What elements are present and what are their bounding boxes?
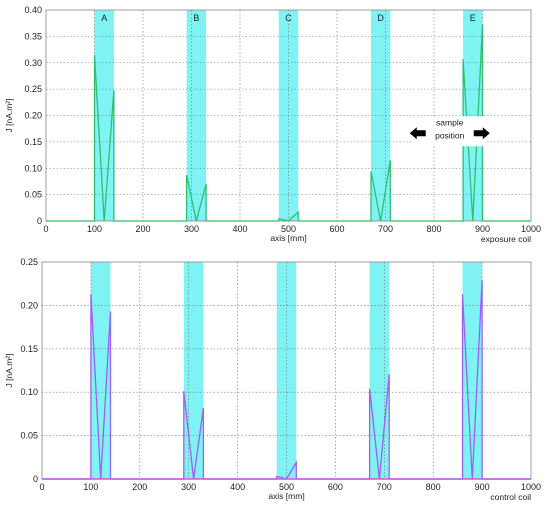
x-tick-label: 600 xyxy=(329,224,344,234)
y-tick-label: 0.10 xyxy=(20,387,38,397)
annotation-line-2: position xyxy=(435,130,465,140)
x-tick-label: 300 xyxy=(184,224,199,234)
y-tick-label: 0.15 xyxy=(24,137,42,147)
x-tick-label: 600 xyxy=(328,482,343,492)
y-tick-label: 0.05 xyxy=(20,431,38,441)
x-tick-label: 500 xyxy=(279,482,294,492)
coil-label: control coil xyxy=(490,492,531,502)
sample-position-annotation: sample position xyxy=(409,116,490,147)
y-axis-label: J [nA.m²] xyxy=(4,353,14,387)
x-tick-label: 200 xyxy=(135,224,150,234)
x-axis-label: axis [mm] xyxy=(268,491,304,501)
y-tick-label: 0 xyxy=(37,216,42,226)
x-tick-label: 700 xyxy=(378,224,393,234)
control-coil-chart: 0 100 200 300 400 500 600 700 800 900 1000 0 0.05 0.1… xyxy=(4,257,541,502)
annotation-background xyxy=(413,116,486,147)
y-tick-label: 0.10 xyxy=(24,163,42,173)
y-tick-label: 0 xyxy=(33,474,38,484)
y-tick-label: 0.40 xyxy=(24,5,42,15)
band-label: E xyxy=(470,13,476,23)
coil-label: exposure coil xyxy=(481,234,531,244)
x-tick-label: 0 xyxy=(43,224,48,234)
y-tick-label: 0.25 xyxy=(20,257,38,267)
y-tick-label: 0.35 xyxy=(24,31,42,41)
x-tick-label: 100 xyxy=(83,482,98,492)
x-axis-label: axis [mm] xyxy=(270,233,306,243)
y-tick-label: 0.15 xyxy=(20,344,38,354)
arrow-right-icon xyxy=(473,127,490,140)
x-tick-label: 200 xyxy=(132,482,147,492)
sample-band xyxy=(90,262,111,479)
x-tick-label: 900 xyxy=(475,224,490,234)
x-tick-label: 400 xyxy=(230,482,245,492)
series-line xyxy=(42,280,531,480)
x-tick-label: 800 xyxy=(426,224,441,234)
y-tick-label: 0.30 xyxy=(24,58,42,68)
band-label: B xyxy=(193,13,199,23)
sample-band xyxy=(462,262,483,479)
y-tick-label: 0.20 xyxy=(20,300,38,310)
band-label: A xyxy=(101,13,107,23)
x-tick-label: 900 xyxy=(475,482,490,492)
band-label: D xyxy=(377,13,384,23)
x-tick-label: 700 xyxy=(377,482,392,492)
y-tick-label: 0.25 xyxy=(24,84,42,94)
y-tick-label: 0.05 xyxy=(24,190,42,200)
sample-band xyxy=(369,262,390,479)
arrow-left-icon xyxy=(409,127,426,140)
x-tick-label: 400 xyxy=(232,224,247,234)
x-tick-label: 1000 xyxy=(521,482,541,492)
x-tick-label: 300 xyxy=(181,482,196,492)
x-tick-label: 500 xyxy=(281,224,296,234)
annotation-line-1: sample xyxy=(436,117,464,127)
sample-band xyxy=(183,262,204,479)
x-tick-label: 100 xyxy=(87,224,102,234)
x-tick-label: 800 xyxy=(426,482,441,492)
x-tick-label: 0 xyxy=(39,482,44,492)
y-axis-label: J [nA.m²] xyxy=(4,98,14,132)
series-line xyxy=(46,24,531,222)
y-tick-label: 0.20 xyxy=(24,111,42,121)
x-tick-label: 1000 xyxy=(521,224,541,234)
